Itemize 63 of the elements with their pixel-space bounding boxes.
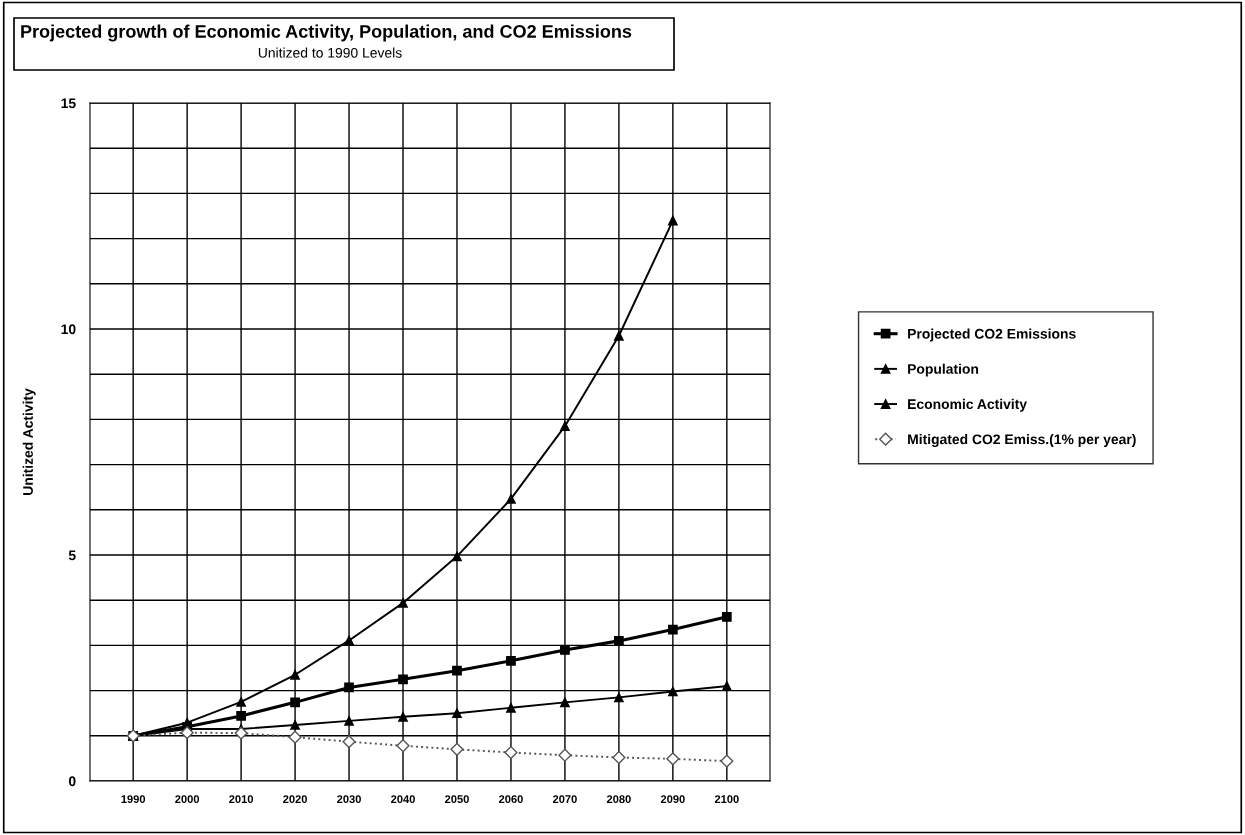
point [396,739,410,753]
point [398,711,408,722]
point [666,752,680,766]
point [558,748,572,762]
chart-subtitle: Unitized to 1990 Levels [258,47,402,58]
point [182,717,193,728]
point [450,742,464,756]
x-tick-label: 2060 [498,795,523,804]
x-tick-label: 2080 [606,795,631,804]
legend-label: Economic Activity [908,398,1027,412]
x-tick-label: 2040 [391,795,415,804]
point [290,697,300,708]
point [290,669,300,680]
x-tick-label: 2070 [552,795,577,804]
x-tick-label: 2010 [229,795,254,804]
y-tick-label: 5 [68,550,76,561]
point [398,674,408,685]
point [560,645,570,655]
point [452,665,462,676]
x-tick-label: 2100 [714,795,739,804]
point [506,702,516,713]
point [398,598,408,608]
point [236,711,246,721]
point [612,750,626,765]
point [667,624,678,635]
point [506,655,516,666]
x-tick-label: 2090 [660,795,685,804]
y-axis-title: Unitized Activity [22,388,36,495]
point [560,697,570,708]
chart-title: Projected growth of Economic Activity, Population, and CO2 Emissions [21,24,632,42]
point [721,681,732,691]
point [504,745,518,760]
point [344,635,354,646]
legend-label: Population [908,363,979,377]
x-tick-label: 2020 [283,795,307,804]
x-tick-label: 2030 [337,795,361,804]
point [290,720,300,730]
y-tick-label: 0 [68,776,76,787]
y-tick-label: 10 [61,324,76,335]
point [344,716,354,726]
point [721,612,732,622]
point [506,494,516,504]
x-tick-label: 1990 [121,795,146,804]
legend-label: Projected CO2 Emissions [908,328,1076,342]
point [234,726,248,740]
y-tick-label: 15 [61,98,76,109]
point [614,692,624,703]
legend-label: Mitigated CO2 Emiss.(1% per year) [908,434,1136,448]
point [342,735,356,749]
point [667,686,678,697]
point [344,682,354,693]
point [288,730,302,744]
point [452,551,462,562]
x-tick-label: 2000 [175,795,200,804]
x-tick-label: 2050 [445,795,469,804]
point [614,636,624,646]
point [720,754,734,768]
point [560,421,570,432]
point [614,330,624,341]
point [667,215,678,226]
point [452,708,462,719]
point [236,697,246,707]
point [180,726,194,740]
